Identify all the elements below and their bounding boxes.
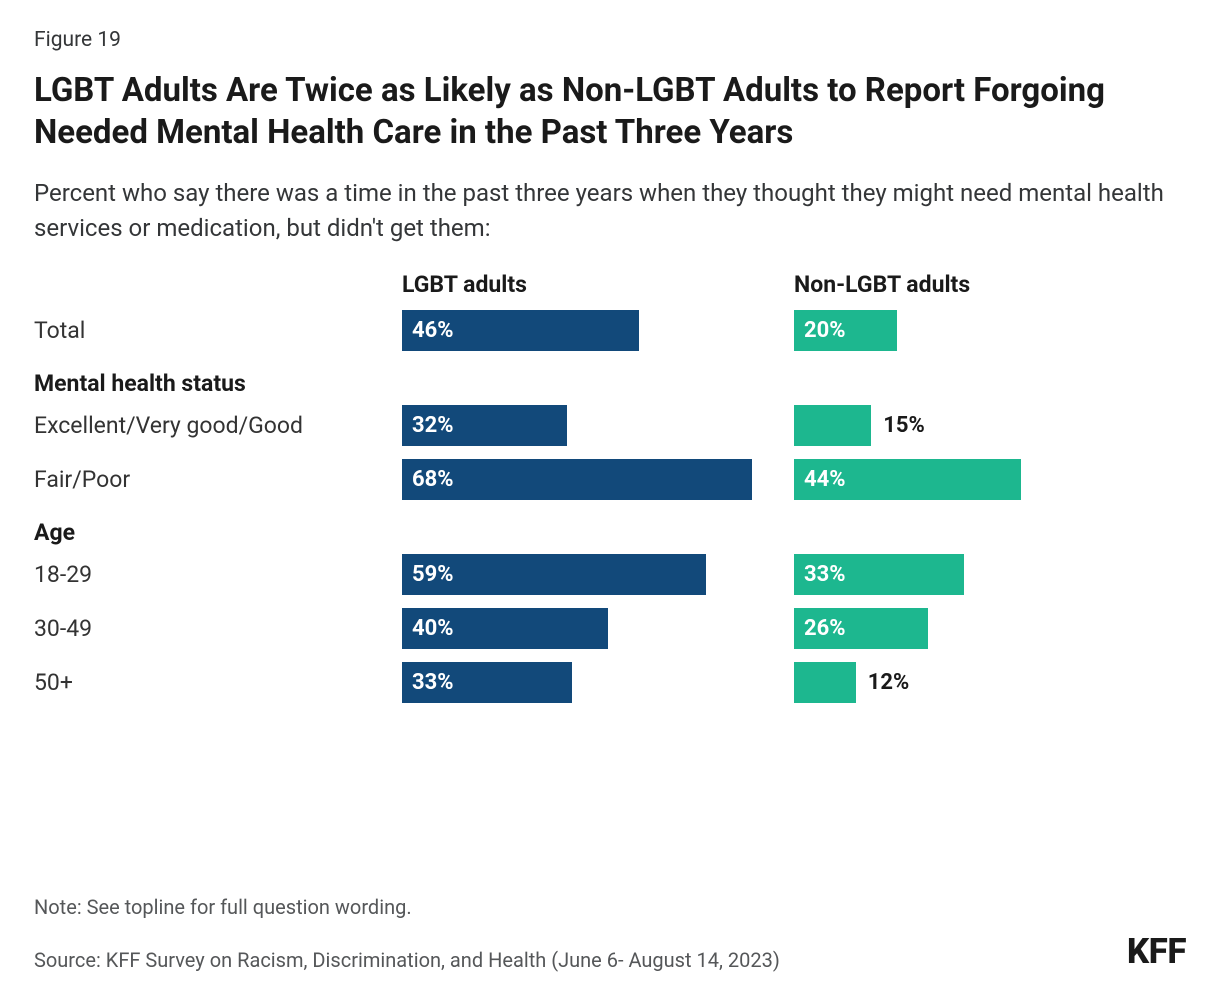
bar-nonlgbt: 44% [794,459,1021,500]
bar-cell-lgbt: 68% [402,459,794,500]
bar-value: 12% [856,670,910,695]
series-header-lgbt: LGBT adults [402,271,794,298]
bar-cell-lgbt: 59% [402,554,794,595]
bar-cell-nonlgbt: 44% [794,459,1186,500]
column-headers: LGBT adults Non-LGBT adults [34,271,1186,298]
bar-value: 26% [794,616,846,641]
bar-value: 59% [402,562,454,587]
row-label: Total [34,317,402,344]
bar-lgbt: 40% [402,608,608,649]
row-label: 50+ [34,669,402,696]
row-label: 30-49 [34,615,402,642]
bar-nonlgbt: 33% [794,554,964,595]
bar-value: 15% [871,413,925,438]
bar-nonlgbt [794,662,856,703]
chart-row: 30-4940% 26% [34,604,1186,654]
figure-number: Figure 19 [34,28,1186,52]
bar-cell-nonlgbt: 15% [794,405,1186,446]
series-header-nonlgbt: Non-LGBT adults [794,271,1186,298]
bar-lgbt: 33% [402,662,572,703]
bar-cell-nonlgbt: 26% [794,608,1186,649]
bar-cell-lgbt: 33% [402,662,794,703]
bar-cell-nonlgbt: 20% [794,310,1186,351]
bar-lgbt: 59% [402,554,706,595]
bar-chart: LGBT adults Non-LGBT adults Total46% 20% M… [34,271,1186,712]
bar-lgbt: 46% [402,310,639,351]
group-header: Age [34,509,1186,550]
bar-nonlgbt: 20% [794,310,897,351]
chart-note: Note: See topline for full question word… [34,895,1186,919]
row-label: Fair/Poor [34,466,402,493]
row-label: Excellent/Very good/Good [34,412,402,439]
bar-value: 44% [794,467,846,492]
bar-lgbt: 32% [402,405,567,446]
bar-nonlgbt [794,405,871,446]
chart-row: 50+33% 12% [34,658,1186,708]
bar-lgbt: 68% [402,459,752,500]
chart-source: Source: KFF Survey on Racism, Discrimina… [34,948,780,972]
bar-value: 20% [794,318,846,343]
bar-cell-nonlgbt: 33% [794,554,1186,595]
group-header: Mental health status [34,360,1186,401]
chart-rows: Total46%20%Mental health statusExcellent… [34,306,1186,712]
chart-row: 18-2959% 33% [34,550,1186,600]
bar-value: 33% [794,562,846,587]
bar-value: 68% [402,467,454,492]
chart-footer: Note: See topline for full question word… [34,895,1186,972]
chart-row: Fair/Poor68% 44% [34,455,1186,505]
chart-title: LGBT Adults Are Twice as Likely as Non-L… [34,70,1174,154]
chart-subtitle: Percent who say there was a time in the … [34,176,1164,244]
kff-logo: KFF [1127,931,1186,972]
bar-nonlgbt: 26% [794,608,928,649]
chart-row: Total46% 20% [34,306,1186,356]
bar-value: 32% [402,413,454,438]
row-label: 18-29 [34,561,402,588]
bar-value: 46% [402,318,454,343]
bar-value: 33% [402,670,454,695]
bar-cell-lgbt: 46% [402,310,794,351]
bar-value: 40% [402,616,454,641]
bar-cell-nonlgbt: 12% [794,662,1186,703]
chart-row: Excellent/Very good/Good32% 15% [34,401,1186,451]
bar-cell-lgbt: 40% [402,608,794,649]
bar-cell-lgbt: 32% [402,405,794,446]
